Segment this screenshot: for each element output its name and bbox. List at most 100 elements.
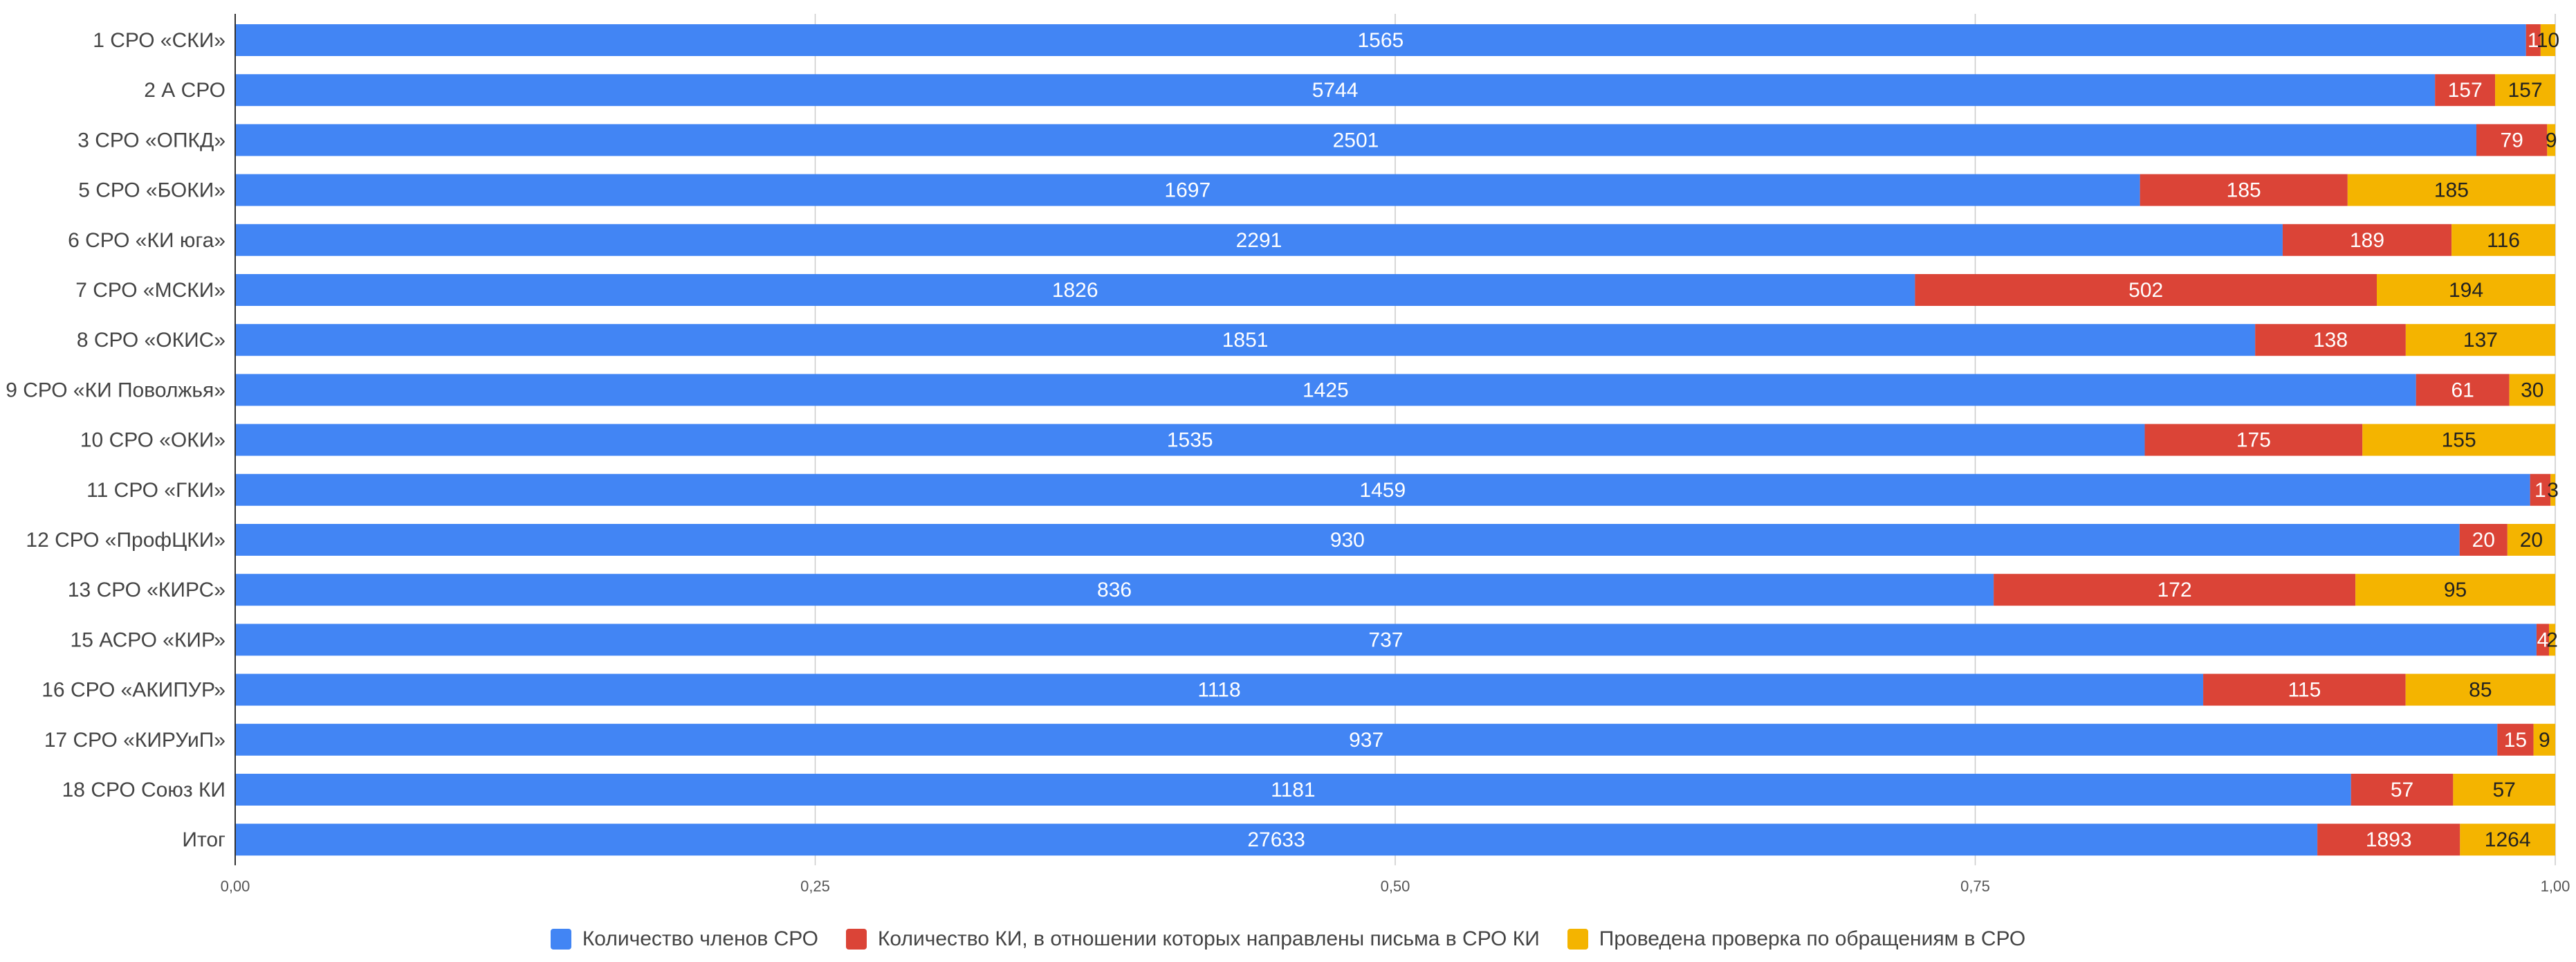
bar-segment-series-2[interactable]: [2282, 224, 2452, 256]
bar-segment-series-3[interactable]: [2547, 124, 2555, 156]
data-label-series-2: 175: [2236, 429, 2271, 452]
data-label-series-3: 1264: [2485, 828, 2531, 851]
category-label: 18 СРО Союз КИ: [62, 779, 226, 801]
data-label-series-1: 1181: [1271, 779, 1316, 801]
x-tick-label: 0,50: [1381, 878, 1410, 895]
data-label-series-1: 1535: [1167, 429, 1213, 452]
legend-label-series-3: Проведена проверка по обращениям в СРО: [1599, 927, 2026, 950]
x-tick-label: 0,25: [800, 878, 830, 895]
bar-segment-series-1[interactable]: [235, 424, 2145, 456]
bar-segment-series-3[interactable]: [2460, 824, 2555, 856]
bar-segment-series-2[interactable]: [2526, 24, 2541, 56]
legend-swatch-series-3: [1567, 929, 1588, 950]
data-label-series-2: 185: [2227, 179, 2261, 202]
legend-label-series-1: Количество членов СРО: [582, 927, 818, 950]
bar-segment-series-1[interactable]: [235, 224, 2283, 256]
bar-segment-series-1[interactable]: [235, 174, 2140, 206]
bar-segment-series-3[interactable]: [2540, 24, 2555, 56]
bar-segment-series-3[interactable]: [2355, 574, 2555, 606]
legend-item-series-2[interactable]: Количество КИ, в отношении которых напра…: [845, 927, 1540, 951]
data-label-series-1: 737: [1368, 628, 1403, 651]
bar-segment-series-2[interactable]: [2536, 624, 2549, 656]
legend-swatch-series-2: [845, 929, 867, 950]
bar-segment-series-1[interactable]: [235, 824, 2318, 856]
data-label-series-2: 189: [2350, 229, 2384, 252]
legend: Количество членов СРО Количество КИ, в о…: [0, 927, 2576, 951]
bar-segment-series-2[interactable]: [2255, 324, 2406, 356]
bar-segment-series-2[interactable]: [2317, 824, 2460, 856]
bar-segment-series-3[interactable]: [2405, 324, 2555, 356]
data-label-series-2: 172: [2158, 579, 2192, 601]
data-label-series-1: 2501: [1333, 129, 1379, 152]
data-label-series-3: 30: [2521, 379, 2543, 401]
category-label: 9 СРО «КИ Поволжья»: [6, 379, 226, 401]
bar-segment-series-1[interactable]: [235, 524, 2460, 556]
x-tick-label: 0,75: [1960, 878, 1990, 895]
data-label-series-1: 1851: [1222, 329, 1269, 352]
data-label-series-3: 9: [2539, 729, 2550, 752]
category-label: 12 СРО «ПрофЦКИ»: [26, 529, 226, 552]
bar-segment-series-3[interactable]: [2507, 524, 2555, 556]
data-label-series-1: 1565: [1357, 29, 1404, 52]
data-label-series-1: 1459: [1359, 479, 1406, 502]
data-label-series-1: 5744: [1312, 79, 1359, 102]
bar-segment-series-2[interactable]: [2476, 124, 2548, 156]
bar-segment-series-1[interactable]: [235, 124, 2476, 156]
data-label-series-3: 10: [2537, 29, 2559, 52]
bar-segment-series-3[interactable]: [2451, 224, 2555, 256]
bar-segment-series-2[interactable]: [2530, 473, 2551, 506]
data-label-series-1: 937: [1349, 729, 1383, 752]
bar-segment-series-3[interactable]: [2533, 723, 2555, 756]
data-label-series-2: 20: [2472, 529, 2495, 552]
data-label-series-3: 20: [2520, 529, 2543, 552]
data-label-series-2: 57: [2391, 779, 2413, 801]
bar-segment-series-1[interactable]: [235, 324, 2256, 356]
data-label-series-1: 1118: [1197, 679, 1240, 702]
bar-segment-series-2[interactable]: [2350, 774, 2454, 806]
legend-item-series-1[interactable]: Количество членов СРО: [550, 927, 818, 951]
bar-segment-series-2[interactable]: [2144, 424, 2363, 456]
category-label: 17 СРО «КИРУиП»: [44, 729, 226, 752]
category-label: Итог: [182, 828, 226, 851]
legend-label-series-2: Количество КИ, в отношении которых напра…: [877, 927, 1540, 950]
bar-segment-series-1[interactable]: [235, 774, 2351, 806]
bar-segment-series-1[interactable]: [235, 673, 2204, 706]
bar-segment-series-2[interactable]: [2203, 673, 2406, 706]
bar-segment-series-1[interactable]: [235, 473, 2530, 506]
bar-segment-series-1[interactable]: [235, 723, 2498, 756]
bar-segment-series-3[interactable]: [2509, 374, 2555, 406]
bar-segment-series-3[interactable]: [2548, 624, 2555, 656]
bar-segment-series-1[interactable]: [235, 374, 2416, 406]
bar-segment-series-2[interactable]: [1994, 574, 2356, 606]
bar-segment-series-1[interactable]: [235, 624, 2537, 656]
data-label-series-2: 61: [2451, 379, 2474, 401]
data-label-series-3: 57: [2492, 779, 2515, 801]
category-label: 16 СРО «АКИПУР»: [42, 679, 226, 702]
bar-segment-series-3[interactable]: [2377, 274, 2555, 306]
data-label-series-2: 138: [2313, 329, 2348, 352]
bar-segment-series-2[interactable]: [2140, 174, 2348, 206]
bar-segment-series-2[interactable]: [2497, 723, 2534, 756]
bar-segment-series-2[interactable]: [1915, 274, 2377, 306]
data-label-series-1: 27633: [1247, 828, 1305, 851]
bar-segment-series-3[interactable]: [2453, 774, 2555, 806]
bar-segment-series-1[interactable]: [235, 274, 1915, 306]
bar-segment-series-3[interactable]: [2347, 174, 2555, 206]
category-label: 3 СРО «ОПКД»: [77, 129, 226, 152]
data-label-series-3: 2: [2546, 628, 2558, 651]
bar-segment-series-1[interactable]: [235, 574, 1994, 606]
bar-segment-series-1[interactable]: [235, 74, 2436, 107]
bar-segment-series-3[interactable]: [2550, 473, 2555, 506]
bar-segment-series-3[interactable]: [2405, 673, 2555, 706]
bar-segment-series-2[interactable]: [2435, 74, 2496, 107]
bar-segment-series-1[interactable]: [235, 24, 2526, 56]
legend-item-series-3[interactable]: Проведена проверка по обращениям в СРО: [1567, 927, 2025, 951]
category-label: 7 СРО «МСКИ»: [75, 279, 226, 302]
category-label: 13 СРО «КИРС»: [68, 579, 226, 601]
bar-segment-series-3[interactable]: [2495, 74, 2555, 107]
bar-segment-series-2[interactable]: [2416, 374, 2510, 406]
bar-segment-series-2[interactable]: [2459, 524, 2508, 556]
bar-segment-series-3[interactable]: [2362, 424, 2555, 456]
legend-swatch-series-1: [550, 929, 571, 950]
